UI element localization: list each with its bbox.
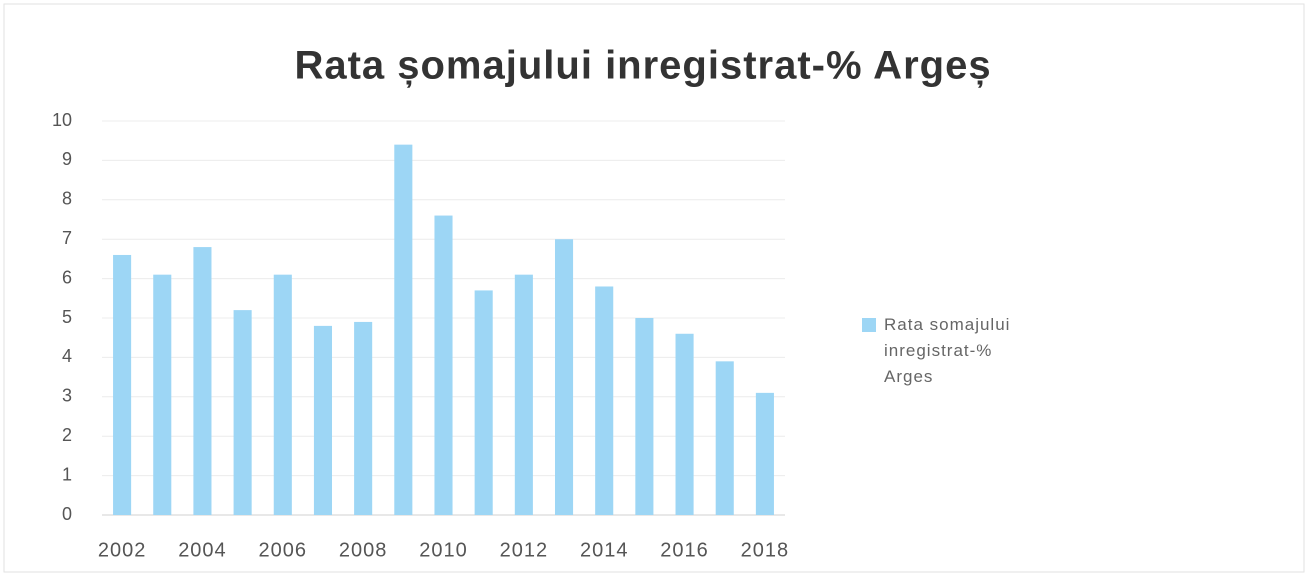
bar xyxy=(153,274,172,515)
bar xyxy=(715,361,734,515)
bar xyxy=(635,318,654,515)
y-tick-label: 9 xyxy=(62,149,72,169)
bar xyxy=(474,290,493,515)
y-tick-label: 6 xyxy=(62,267,72,287)
x-tick-label: 2016 xyxy=(660,539,709,561)
y-tick-label: 7 xyxy=(62,228,72,248)
legend-label: Rata somajului inregistrat-% Arges xyxy=(884,315,1011,386)
bar xyxy=(273,274,292,515)
y-tick-label: 0 xyxy=(62,504,72,524)
y-tick-label: 4 xyxy=(62,346,72,366)
y-tick-label: 3 xyxy=(62,386,72,406)
bar xyxy=(514,274,533,515)
legend: Rata somajului inregistrat-% Arges xyxy=(862,312,1262,390)
y-tick-label: 8 xyxy=(62,189,72,209)
y-tick-label: 1 xyxy=(62,464,72,484)
y-tick-label: 2 xyxy=(62,425,72,445)
x-tick-label: 2002 xyxy=(98,539,147,561)
legend-swatch xyxy=(862,318,876,332)
x-tick-label: 2012 xyxy=(500,539,549,561)
x-tick-label: 2014 xyxy=(580,539,629,561)
bar xyxy=(394,144,413,515)
bar xyxy=(554,239,574,515)
bar xyxy=(595,286,614,515)
bar xyxy=(313,325,333,515)
y-tick-label: 10 xyxy=(52,110,72,130)
x-tick-label: 2006 xyxy=(259,539,308,561)
bar xyxy=(233,310,252,515)
x-tick-label: 2008 xyxy=(339,539,388,561)
x-tick-label: 2004 xyxy=(178,539,227,561)
bar xyxy=(434,215,453,515)
bar xyxy=(354,321,373,515)
bar xyxy=(193,247,212,515)
bar xyxy=(755,392,774,515)
chart-title: Rata șomajului inregistrat-% Argeș xyxy=(294,44,991,88)
bar xyxy=(113,254,132,515)
x-tick-label: 2018 xyxy=(741,539,790,561)
y-tick-label: 5 xyxy=(62,307,72,327)
chart-frame xyxy=(3,3,1305,573)
bar xyxy=(675,333,694,515)
x-tick-label: 2010 xyxy=(419,539,468,561)
